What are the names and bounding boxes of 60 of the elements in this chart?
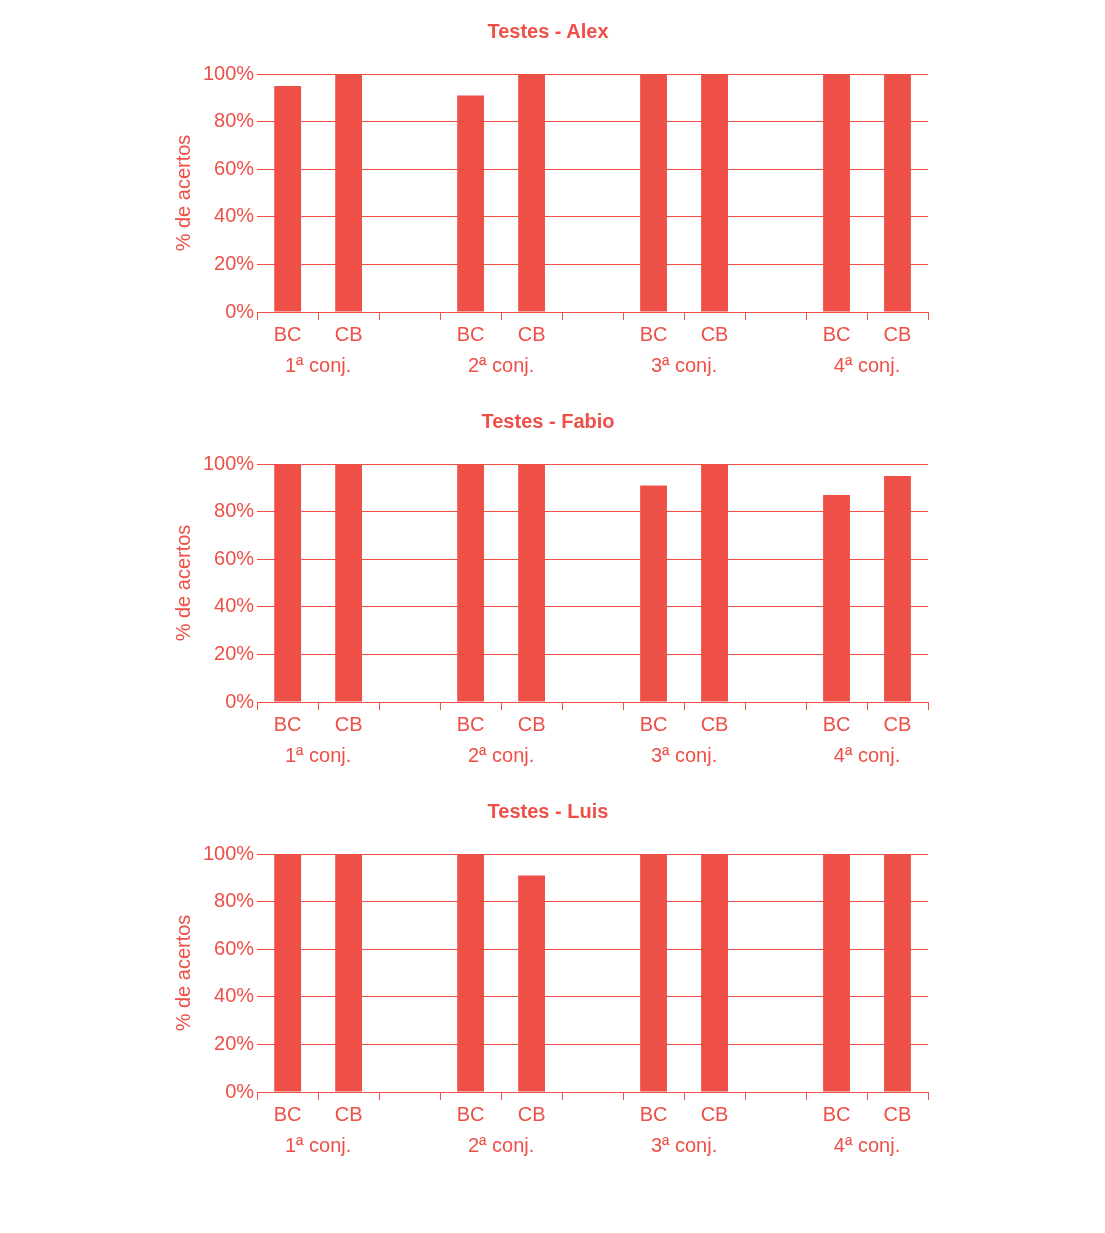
x-tick-label: CB — [700, 712, 729, 735]
x-tick-label: CB — [334, 712, 363, 735]
y-tick-label: 40% — [214, 594, 255, 617]
chart-title: Testes - Luis — [487, 799, 609, 822]
chart-title: Testes - Alex — [487, 19, 609, 42]
y-tick-label: 20% — [214, 251, 255, 274]
y-tick-label: 80% — [214, 889, 255, 912]
x-tick-label: CB — [883, 712, 912, 735]
x-tick-label: BC — [456, 1102, 485, 1125]
x-tick-label: CB — [883, 322, 912, 345]
x-tick-label: BC — [456, 712, 485, 735]
x-tick-label: BC — [822, 712, 851, 735]
y-tick-label: 80% — [214, 499, 255, 522]
y-tick-label: 100% — [203, 841, 255, 864]
x-tick-label: CB — [700, 322, 729, 345]
y-tick-label: 20% — [214, 1031, 255, 1054]
text: 2ª conj. — [467, 353, 535, 376]
text: 3ª conj. — [650, 1133, 718, 1156]
x-tick-label: CB — [883, 1102, 912, 1125]
y-tick-label: 100% — [203, 451, 255, 474]
x-tick-label: BC — [273, 712, 302, 735]
y-axis-title: % de acertos — [171, 914, 194, 1032]
text: 3ª conj. — [650, 353, 718, 376]
text: 1ª conj. — [284, 743, 352, 766]
x-tick-label: BC — [273, 1102, 302, 1125]
text: 2ª conj. — [467, 1133, 535, 1156]
x-tick-label: CB — [334, 1102, 363, 1125]
y-tick-label: 40% — [214, 984, 255, 1007]
text: 1ª conj. — [284, 353, 352, 376]
y-tick-label: 60% — [214, 546, 255, 569]
y-tick-label: 20% — [214, 641, 255, 664]
text: 2ª conj. — [467, 743, 535, 766]
y-tick-label: 80% — [214, 109, 255, 132]
y-tick-label: 60% — [214, 936, 255, 959]
y-tick-label: 0% — [225, 299, 255, 322]
y-axis-title: % de acertos — [171, 524, 194, 642]
x-tick-label: BC — [456, 322, 485, 345]
x-tick-label: CB — [700, 1102, 729, 1125]
text: 3ª conj. — [650, 743, 718, 766]
x-tick-label: BC — [822, 322, 851, 345]
x-tick-label: BC — [639, 1102, 668, 1125]
text: 4ª conj. — [833, 353, 901, 376]
y-tick-label: 40% — [214, 204, 255, 227]
text: 1ª conj. — [284, 1133, 352, 1156]
x-tick-label: BC — [639, 322, 668, 345]
y-axis-title: % de acertos — [171, 134, 194, 252]
x-tick-label: CB — [334, 322, 363, 345]
y-tick-label: 0% — [225, 689, 255, 712]
text: 4ª conj. — [833, 1133, 901, 1156]
x-tick-label: CB — [517, 712, 546, 735]
text: 4ª conj. — [833, 743, 901, 766]
y-tick-label: 0% — [225, 1079, 255, 1102]
x-tick-label: BC — [639, 712, 668, 735]
x-tick-label: CB — [517, 322, 546, 345]
y-tick-label: 60% — [214, 156, 255, 179]
chart-title: Testes - Fabio — [481, 409, 615, 432]
y-tick-label: 100% — [203, 61, 255, 84]
x-tick-label: BC — [273, 322, 302, 345]
x-tick-label: BC — [822, 1102, 851, 1125]
x-tick-label: CB — [517, 1102, 546, 1125]
